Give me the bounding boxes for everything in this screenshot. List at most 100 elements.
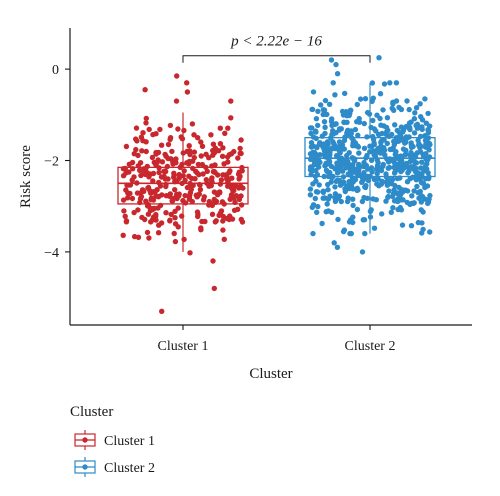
data-point (380, 161, 386, 168)
data-point (411, 116, 418, 122)
data-point (359, 179, 365, 185)
data-point (417, 149, 424, 155)
data-point (148, 219, 154, 225)
data-point (324, 144, 330, 151)
data-point (362, 230, 368, 237)
data-point (404, 98, 410, 104)
data-point (413, 105, 420, 111)
data-point (330, 80, 336, 86)
data-point (184, 184, 191, 191)
data-point (344, 198, 351, 205)
data-point (125, 195, 131, 201)
data-point (424, 156, 430, 162)
data-point (425, 129, 432, 136)
interquartile-box (117, 166, 249, 205)
data-point (218, 177, 225, 183)
data-point (189, 121, 196, 127)
data-point (167, 135, 174, 141)
data-point (323, 167, 330, 173)
data-point (135, 207, 141, 213)
p-value-label: p < 2.22e − 16 (230, 34, 322, 50)
data-point (391, 198, 398, 204)
x-ticks: Cluster 1 Cluster 2 (158, 325, 395, 354)
outlier-point (159, 308, 165, 314)
data-point (309, 106, 315, 113)
data-point (417, 176, 423, 183)
data-point (186, 173, 192, 179)
data-point (192, 176, 198, 182)
data-point (120, 197, 127, 203)
data-point (425, 110, 431, 117)
data-point (348, 183, 355, 189)
data-point (172, 187, 178, 193)
data-point (340, 228, 347, 235)
outlier-point (211, 285, 217, 292)
data-point (312, 128, 319, 134)
data-point (228, 151, 235, 157)
data-point (414, 183, 420, 190)
data-point (184, 148, 190, 154)
data-point (235, 206, 241, 212)
data-point (319, 220, 325, 227)
significance-annotation: p < 2.22e − 16 (182, 34, 371, 63)
data-point (352, 126, 359, 133)
data-point (195, 161, 202, 168)
data-point (126, 161, 132, 167)
data-point (371, 176, 377, 183)
y-tick-label: 0 (52, 63, 59, 78)
data-point (167, 122, 174, 129)
data-point (150, 178, 156, 184)
data-point (368, 207, 374, 213)
data-point (374, 163, 381, 169)
data-point (413, 160, 420, 166)
data-point (312, 195, 318, 202)
data-point (418, 114, 424, 120)
data-point (381, 145, 387, 151)
data-point (207, 200, 214, 206)
data-point (219, 153, 226, 159)
data-point (344, 113, 350, 119)
data-point (324, 139, 331, 145)
data-point (399, 222, 406, 228)
data-point (163, 153, 169, 159)
data-point (238, 137, 244, 143)
data-point (336, 143, 342, 150)
data-point (219, 199, 226, 205)
data-point (153, 162, 159, 168)
data-point (123, 219, 130, 225)
data-point (378, 181, 385, 187)
data-point (377, 91, 384, 97)
data-point (308, 140, 315, 146)
data-point (400, 137, 406, 143)
data-point (325, 187, 331, 193)
legend: Cluster Cluster 1 Cluster 2 (70, 404, 155, 477)
data-point (172, 238, 179, 245)
data-point (193, 192, 199, 198)
data-point (208, 182, 214, 189)
data-point (401, 127, 407, 133)
data-point (156, 179, 162, 186)
data-point (186, 143, 192, 149)
legend-key-point (82, 464, 88, 470)
data-point (133, 125, 140, 131)
data-point (374, 170, 380, 177)
data-point (394, 127, 400, 134)
data-point (310, 181, 316, 187)
data-point (225, 159, 231, 165)
data-point (337, 182, 344, 188)
data-point (225, 125, 231, 131)
data-point (313, 135, 319, 142)
data-point (134, 138, 140, 144)
data-point (143, 120, 149, 126)
data-point (195, 135, 201, 141)
data-point (131, 233, 138, 240)
data-point (149, 207, 155, 213)
data-point (316, 157, 322, 164)
legend-title: Cluster (70, 404, 113, 420)
outlier-point (142, 87, 148, 93)
data-point (392, 182, 398, 189)
data-point (228, 115, 234, 121)
outlier-point (328, 57, 335, 63)
data-point (362, 96, 369, 102)
data-point (309, 168, 316, 174)
